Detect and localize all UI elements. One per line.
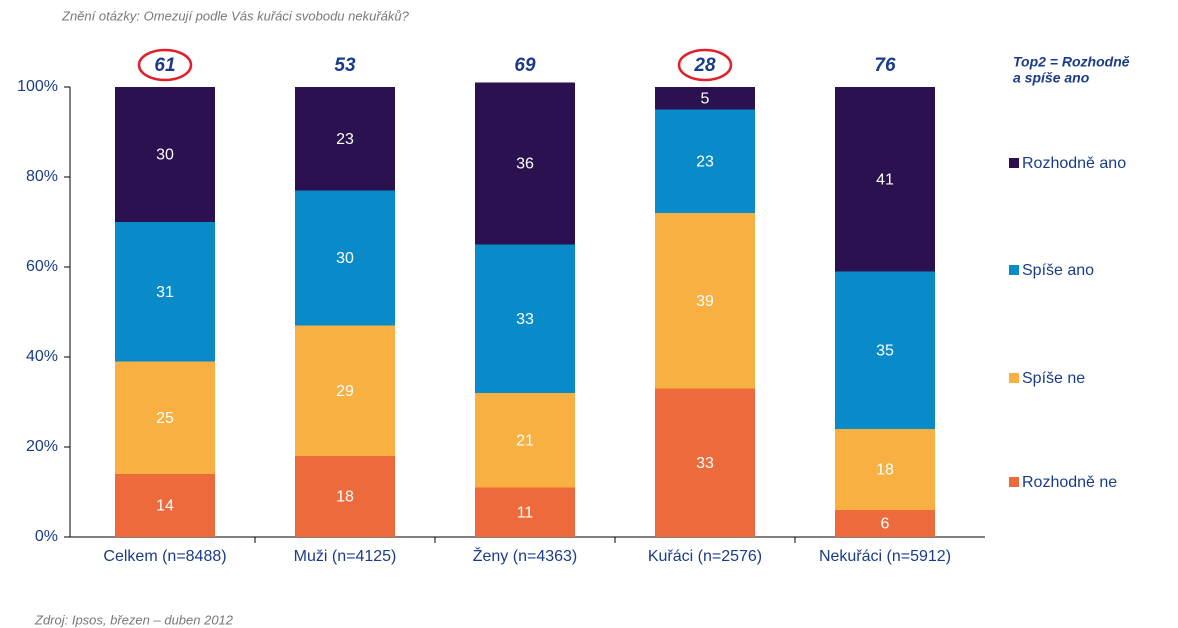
- top2-note: Top2 = Rozhodně: [1013, 54, 1130, 70]
- data-label: 36: [516, 156, 534, 173]
- bar-segment: [475, 487, 575, 537]
- chart-title: Znění otázky: Omezují podle Vás kuřáci s…: [61, 8, 410, 23]
- y-tick-label: 20%: [26, 438, 58, 455]
- y-tick-label: 60%: [26, 258, 58, 275]
- y-tick-label: 100%: [17, 78, 58, 95]
- y-tick-label: 80%: [26, 168, 58, 185]
- source-note: Zdroj: Ipsos, březen – duben 2012: [34, 612, 234, 627]
- x-tick-label: Celkem (n=8488): [103, 548, 226, 565]
- legend-swatch: [1009, 477, 1019, 487]
- legend-swatch: [1009, 265, 1019, 275]
- top2-note: a spíše ano: [1013, 70, 1090, 86]
- x-tick-label: Nekuřáci (n=5912): [819, 548, 951, 565]
- data-label: 33: [696, 455, 714, 472]
- bar-segment: [295, 87, 395, 191]
- bar-segment: [295, 325, 395, 456]
- data-label: 18: [336, 489, 354, 506]
- highlight-circle: [677, 48, 733, 82]
- x-tick-label: Ženy (n=4363): [473, 546, 578, 565]
- bar-segment: [295, 190, 395, 326]
- x-tick-label: Kuřáci (n=2576): [648, 548, 762, 565]
- bar-segment: [295, 456, 395, 537]
- bar-segment: [475, 393, 575, 488]
- top2-value: 76: [874, 55, 896, 76]
- bar-segment: [655, 109, 755, 213]
- data-label: 30: [156, 147, 174, 164]
- bar-segment: [835, 510, 935, 537]
- bar-segment: [115, 361, 215, 474]
- legend-label: Rozhodně ano: [1022, 155, 1126, 172]
- data-label: 39: [696, 293, 714, 310]
- data-label: 18: [876, 462, 894, 479]
- data-label: 6: [881, 516, 890, 533]
- data-label: 14: [156, 498, 174, 515]
- top2-value: 53: [334, 55, 356, 76]
- data-label: 21: [516, 432, 534, 449]
- data-label: 33: [516, 311, 534, 328]
- legend-swatch: [1009, 373, 1019, 383]
- bar-segment: [115, 222, 215, 362]
- bar-segment: [655, 388, 755, 537]
- x-tick-label: Muži (n=4125): [294, 548, 397, 565]
- data-label: 23: [336, 131, 354, 148]
- data-label: 29: [336, 383, 354, 400]
- y-tick-label: 0%: [35, 528, 58, 545]
- bar-segment: [475, 82, 575, 245]
- data-label: 35: [876, 342, 894, 359]
- legend-label: Spíše ano: [1022, 262, 1094, 279]
- bar-segment: [835, 271, 935, 429]
- bar-segment: [835, 87, 935, 272]
- highlight-circle: [137, 48, 193, 82]
- legend-label: Rozhodně ne: [1022, 474, 1117, 491]
- data-label: 31: [156, 284, 174, 301]
- top2-value: 28: [693, 55, 716, 76]
- bar-segment: [115, 474, 215, 537]
- legend-label: Spíše ne: [1022, 370, 1085, 387]
- top2-value: 69: [514, 55, 536, 76]
- data-label: 23: [696, 153, 714, 170]
- bar-segment: [475, 244, 575, 393]
- bar-segment: [655, 87, 755, 110]
- bar-segment: [835, 429, 935, 510]
- y-tick-label: 40%: [26, 348, 58, 365]
- data-label: 25: [156, 410, 174, 427]
- data-label: 5: [701, 90, 710, 107]
- legend-swatch: [1009, 158, 1019, 168]
- bar-segment: [115, 87, 215, 222]
- data-label: 30: [336, 250, 354, 267]
- data-label: 11: [517, 504, 534, 521]
- data-label: 41: [876, 171, 894, 188]
- bar-segment: [655, 213, 755, 389]
- top2-value: 61: [154, 55, 175, 76]
